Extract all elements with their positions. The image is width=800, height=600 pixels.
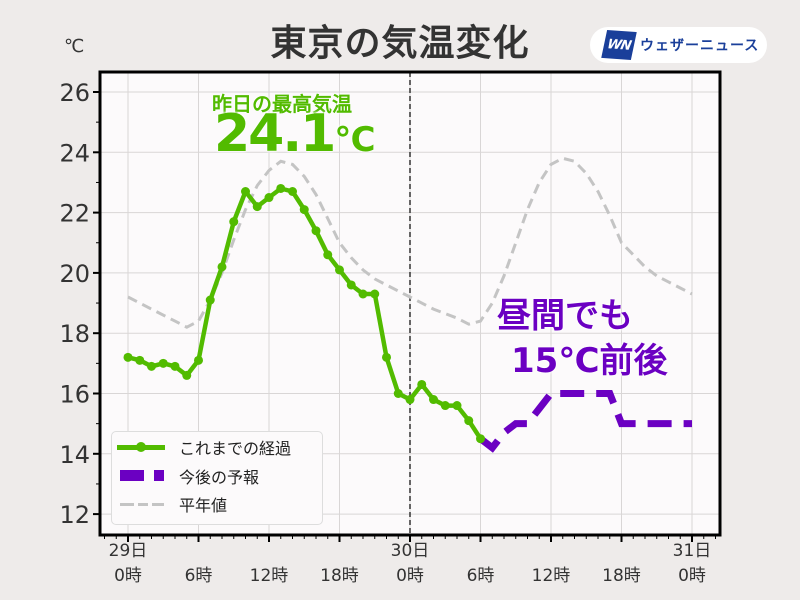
- y-tick-label: 16: [59, 381, 90, 409]
- observed-data-point: [370, 289, 380, 299]
- x-tick-label-hour: 6時: [185, 566, 213, 586]
- observed-data-point: [123, 352, 133, 362]
- observed-data-point: [429, 395, 438, 405]
- observed-data-point: [335, 265, 344, 275]
- brand-logo: WN ウェザーニュース: [590, 27, 767, 63]
- observed-data-point: [147, 361, 156, 371]
- observed-data-point: [452, 401, 462, 411]
- x-tick-label-day: 31日: [673, 541, 712, 561]
- normal-temperature-line: [127, 156, 693, 329]
- observed-data-point: [311, 226, 321, 236]
- forecast-line-icon: [117, 466, 165, 486]
- x-tick-label-hour: 0時: [678, 566, 706, 586]
- x-tick-label-hour: 18時: [320, 566, 359, 586]
- y-tick-label: 14: [59, 441, 90, 469]
- legend-item-observed: これまでの経過: [112, 434, 291, 460]
- observed-data-point: [170, 361, 180, 371]
- observed-data-point: [299, 205, 309, 215]
- x-tick-label-hour: 12時: [250, 566, 289, 586]
- observed-data-point: [217, 262, 227, 272]
- observed-data-point: [264, 193, 274, 203]
- legend-label-normal: 平年値: [179, 496, 228, 515]
- observed-line-icon: [117, 437, 165, 457]
- observed-data-point: [358, 289, 368, 299]
- observed-data-point: [323, 250, 333, 260]
- x-tick-label-day: 29日: [109, 541, 148, 561]
- observed-data-point: [440, 401, 450, 411]
- observed-data-point: [393, 389, 403, 398]
- x-tick-label-hour: 18時: [602, 566, 641, 586]
- observed-data-point: [252, 202, 262, 212]
- y-tick-label: 18: [59, 320, 90, 348]
- y-tick-label: 12: [59, 501, 90, 529]
- observed-data-point: [158, 358, 168, 368]
- y-tick-label: 26: [59, 79, 90, 107]
- legend-label-observed: これまでの経過: [179, 439, 292, 458]
- y-axis-unit: ℃: [64, 36, 85, 57]
- x-tick-label-hour: 0時: [396, 566, 424, 586]
- observed-data-point: [229, 217, 239, 227]
- observed-data-point: [346, 280, 356, 290]
- yesterday-max-unit: ℃: [334, 120, 376, 160]
- observed-data-point: [288, 186, 297, 196]
- observed-data-point: [417, 379, 427, 389]
- y-tick-label: 22: [59, 200, 90, 228]
- yesterday-max-value: 24.1℃: [214, 104, 375, 164]
- observed-data-point: [382, 352, 391, 362]
- observed-data-point: [241, 186, 250, 196]
- forecast-note-line2: 15℃前後: [511, 341, 668, 381]
- observed-data-point: [276, 183, 286, 193]
- observed-data-point: [476, 434, 485, 444]
- legend-item-normal: 平年値: [112, 491, 227, 517]
- chart-title: 東京の気温変化: [270, 23, 530, 64]
- chart-legend: これまでの経過 今後の予報 平年値: [111, 431, 323, 525]
- x-tick-label-hour: 0時: [114, 566, 142, 586]
- forecast-note-line1: 昼間でも: [497, 296, 633, 336]
- legend-item-forecast: 今後の予報: [112, 463, 259, 489]
- observed-data-point: [135, 355, 145, 365]
- x-tick-label-hour: 6時: [467, 566, 495, 586]
- legend-label-forecast: 今後の予報: [179, 468, 260, 487]
- brand-name: ウェザーニュース: [640, 38, 760, 54]
- normal-line-icon: [117, 494, 165, 514]
- observed-data-point: [464, 416, 474, 426]
- observed-data-point: [205, 295, 215, 305]
- observed-data-point: [182, 370, 192, 380]
- yesterday-max-number: 24.1: [214, 104, 336, 164]
- x-tick-label-day: 30日: [391, 541, 430, 561]
- observed-data-point: [194, 355, 203, 365]
- observed-data-point: [405, 395, 415, 405]
- yesterday-max-label: 昨日の最高気温: [212, 92, 352, 116]
- forecast-temperature-line: [478, 390, 692, 453]
- y-tick-label: 20: [59, 260, 90, 288]
- x-tick-label-hour: 12時: [532, 566, 571, 586]
- y-tick-label: 24: [59, 139, 90, 167]
